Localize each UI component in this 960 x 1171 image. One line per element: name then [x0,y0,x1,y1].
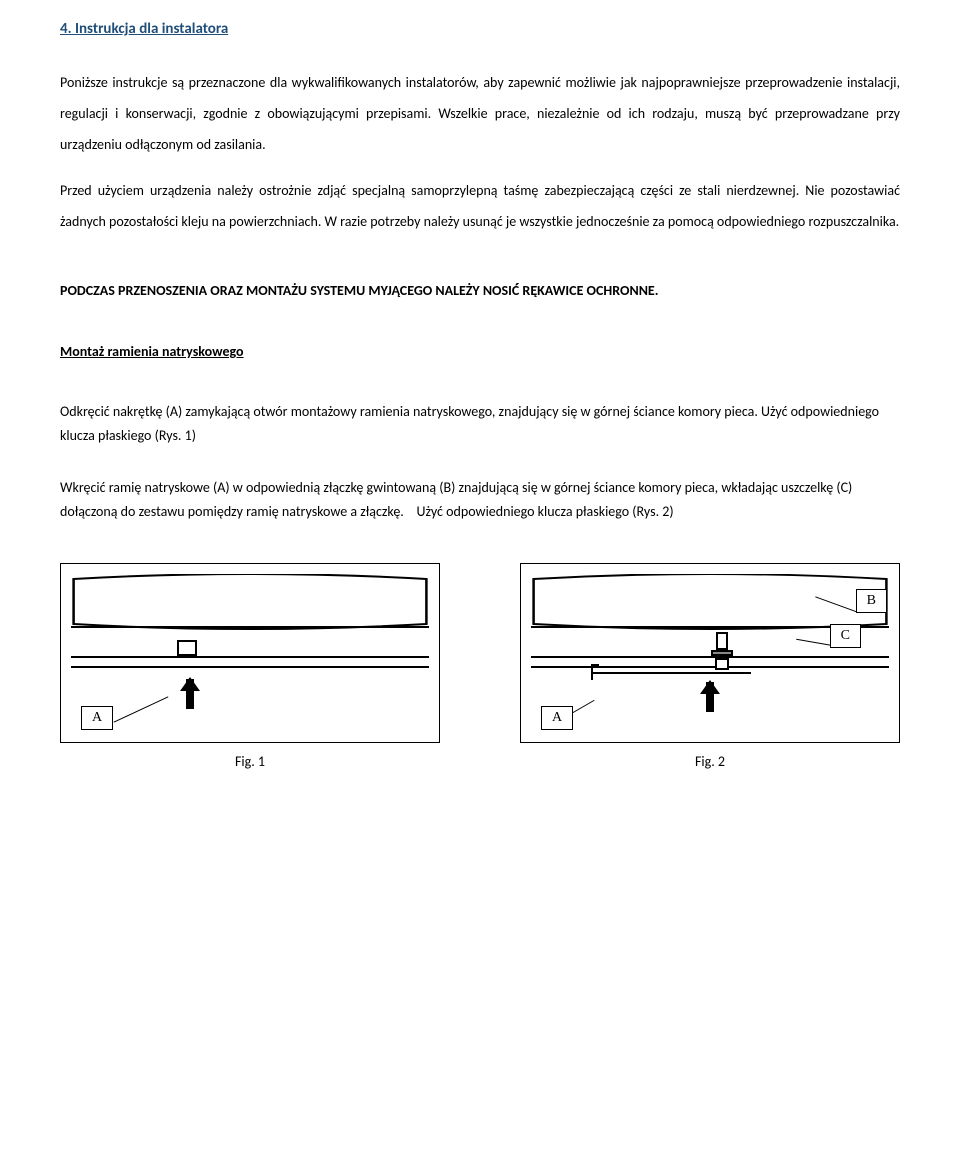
fig2-label-b: B [856,589,887,613]
figure-2-caption: Fig. 2 [695,753,725,770]
warning-bold: PODCZAS PRZENOSZENIA ORAZ MONTAŻU SYSTEM… [60,278,900,303]
figure-2-block: B C A Fig. 2 [520,563,900,770]
instruction-2: Wkręcić ramię natryskowe (A) w odpowiedn… [60,476,900,524]
paragraph-2: Przed użyciem urządzenia należy ostrożni… [60,176,900,238]
fig2-label-a: A [541,706,573,730]
fig1-label-a: A [81,706,113,730]
paragraph-1: Poniższe instrukcje są przeznaczone dla … [60,68,900,160]
instruction-1: Odkręcić nakrętkę (A) zamykającą otwór m… [60,400,900,448]
figures-container: A Fig. 1 B C A Fig. 2 [60,563,900,770]
figure-1-block: A Fig. 1 [60,563,440,770]
figure-1-image: A [60,563,440,743]
figure-2-image: B C A [520,563,900,743]
fig2-label-c: C [830,624,861,648]
subsection-heading: Montaż ramienia natryskowego [60,343,900,360]
figure-1-caption: Fig. 1 [235,753,265,770]
section-heading: 4. Instrukcja dla instalatora [60,20,900,38]
